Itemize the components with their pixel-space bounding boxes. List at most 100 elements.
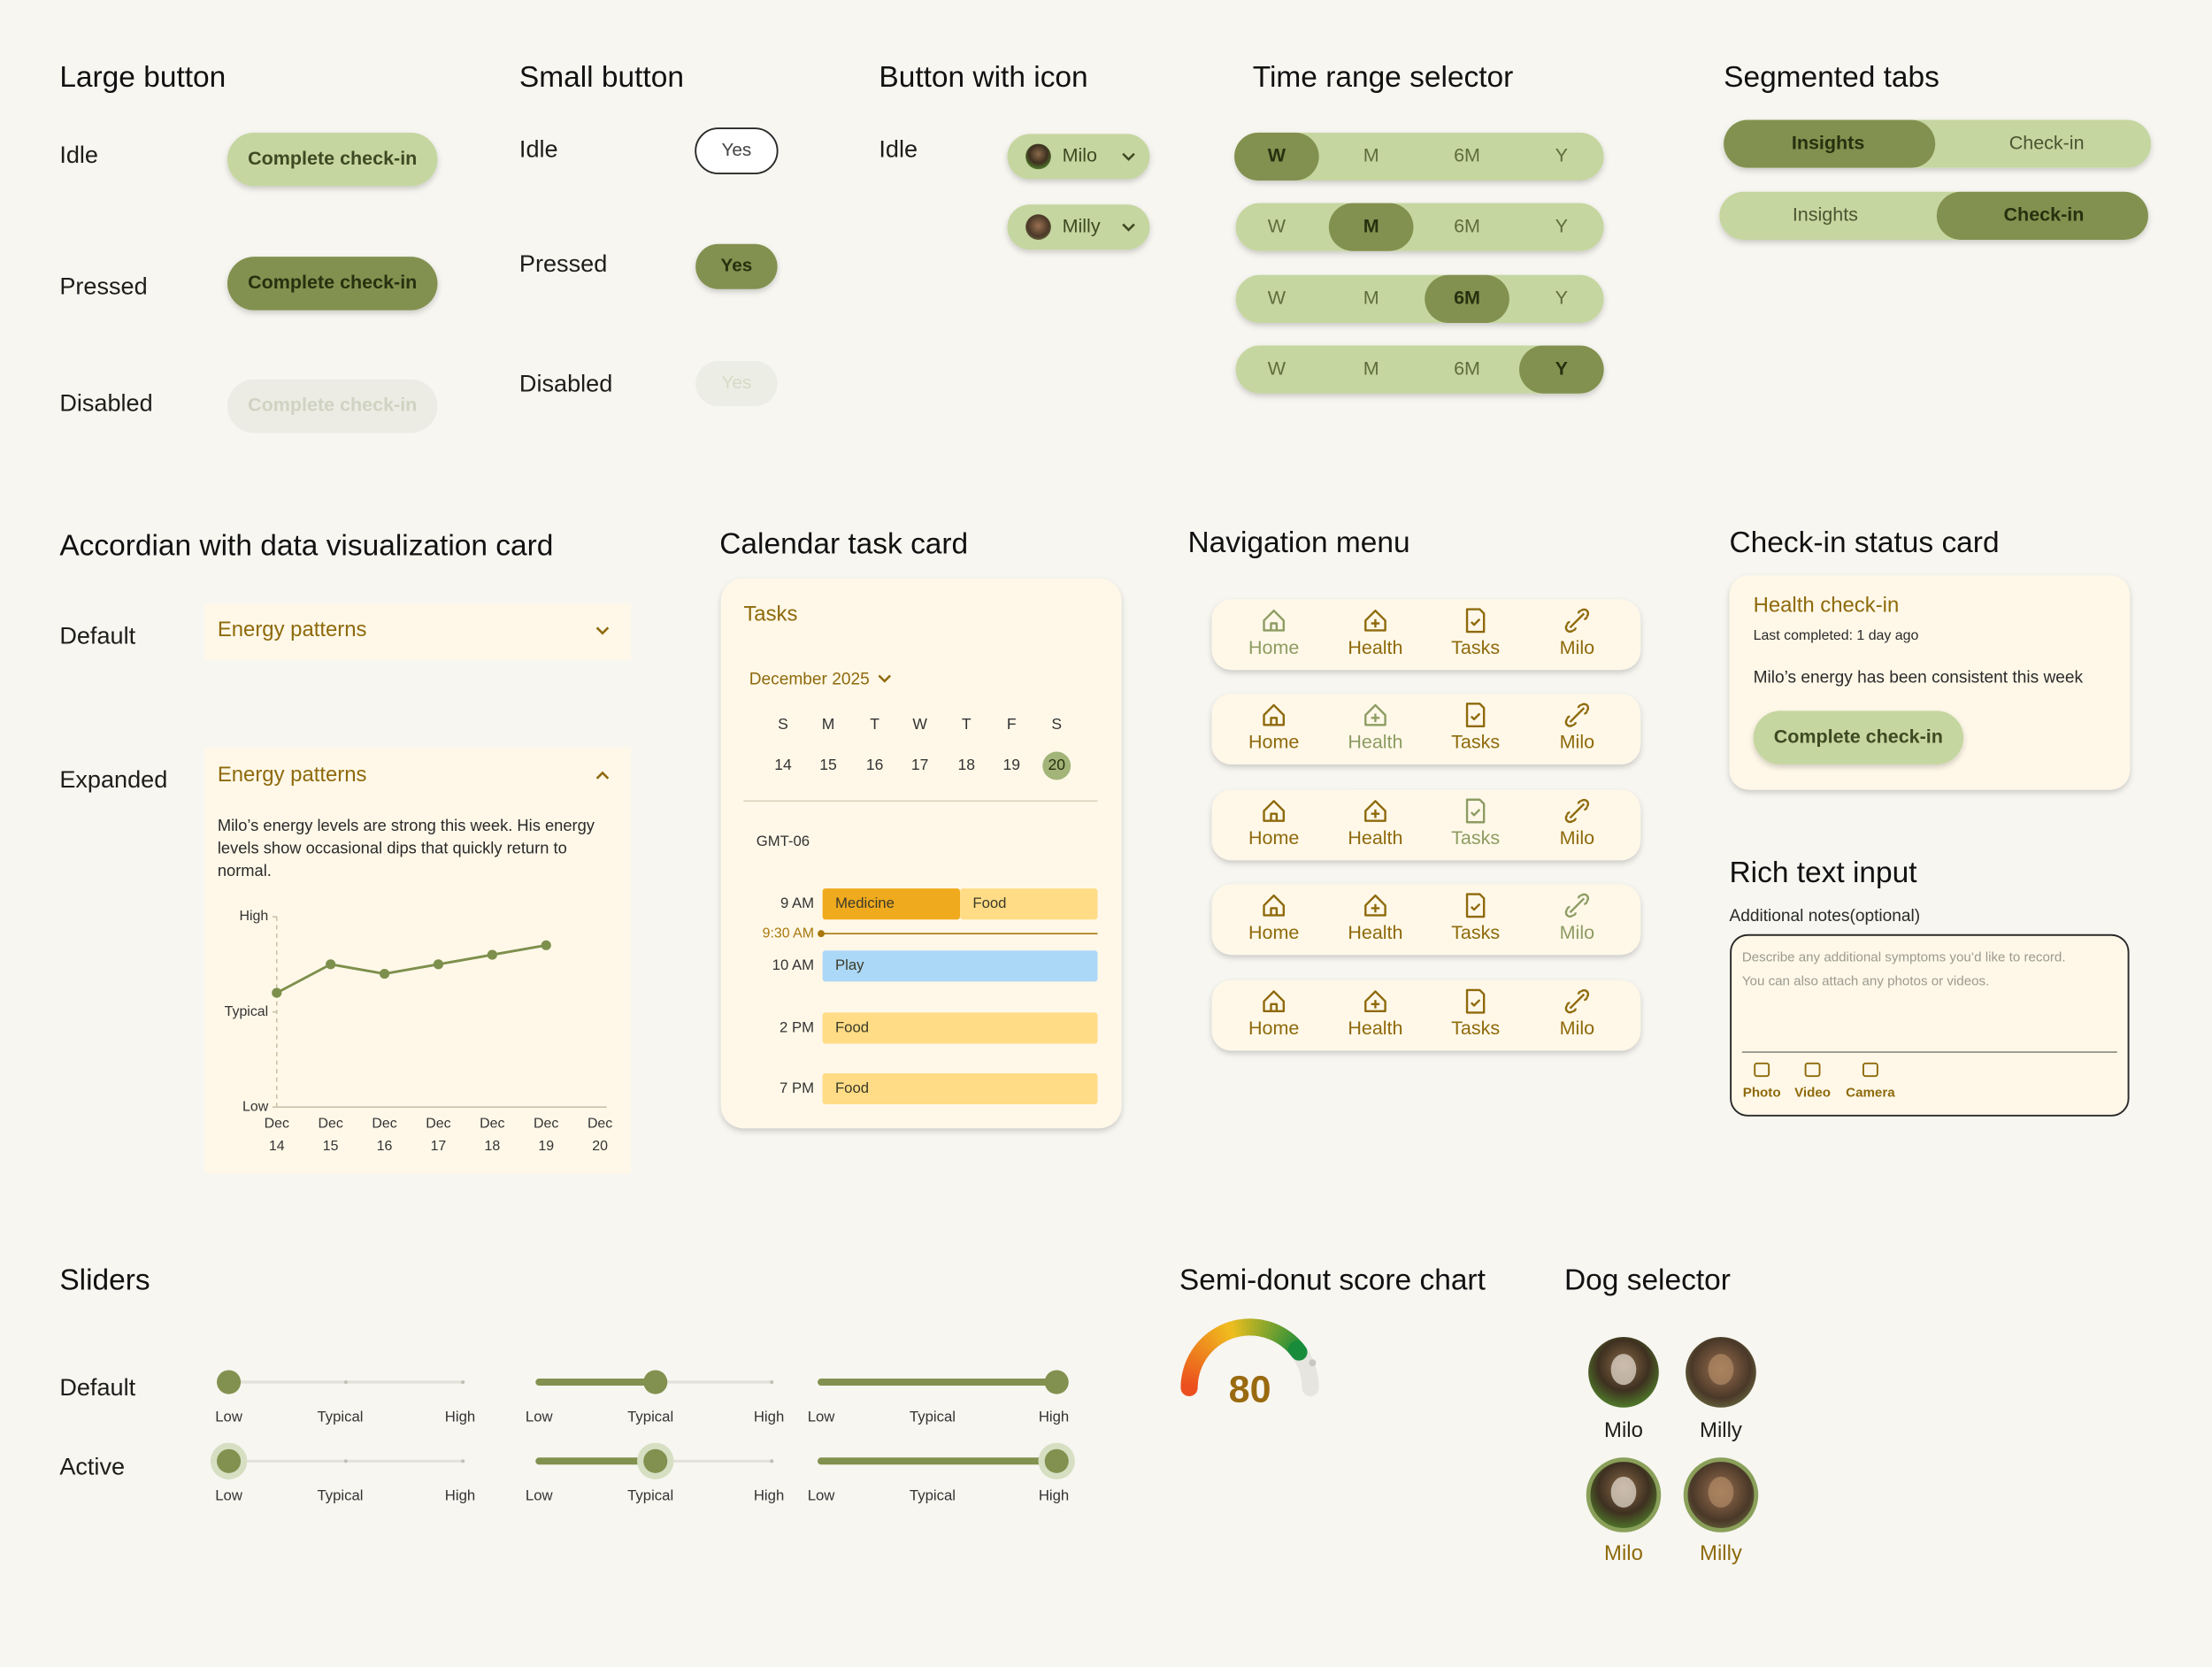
dog-face	[1708, 1354, 1734, 1386]
slider-stop	[343, 1459, 348, 1463]
x-tick-label: 17	[431, 1139, 447, 1154]
input-label: Additional notes(optional)	[1730, 907, 1921, 926]
range-option: M	[1363, 215, 1379, 236]
slider-label: Typical	[317, 1487, 363, 1504]
button-label: Milly	[1063, 215, 1101, 236]
large-button[interactable]	[227, 132, 438, 187]
slider-label: Typical	[627, 1408, 673, 1425]
x-tick-label: Dec	[372, 1117, 396, 1132]
slider-thumb[interactable]	[1044, 1448, 1069, 1473]
small-button[interactable]	[695, 361, 778, 407]
tab-selected[interactable]	[1724, 119, 1936, 168]
day: 17	[911, 756, 928, 773]
gauge-segment	[1209, 1329, 1223, 1346]
day: 15	[819, 756, 836, 773]
nav-label: Health	[1348, 732, 1402, 753]
tab-label: Insights	[1793, 204, 1858, 226]
x-tick-label: Dec	[426, 1117, 450, 1132]
day: 19	[1002, 756, 1019, 773]
slider-thumb[interactable]	[643, 1448, 668, 1473]
button-label: Milo	[1063, 145, 1097, 166]
task-bar[interactable]	[960, 888, 1098, 920]
slider-thumb[interactable]	[643, 1370, 668, 1394]
gauge-segment	[1274, 1326, 1288, 1344]
gauge-segment	[1256, 1318, 1263, 1337]
placeholder: You can also attach any photos or videos…	[1742, 973, 1989, 988]
nav-label: Health	[1348, 1018, 1402, 1039]
subtitle: Last completed: 1 day ago	[1754, 628, 1919, 643]
slot-time: 10 AM	[772, 956, 814, 973]
button-label: Complete check-in	[248, 395, 417, 416]
message: Milo’s energy has been consistent this w…	[1754, 669, 2084, 688]
icon-path	[1470, 712, 1481, 721]
weekday: W	[912, 715, 927, 733]
weekday: F	[1007, 715, 1017, 733]
attach-label: Camera	[1846, 1085, 1895, 1100]
slider-thumb[interactable]	[217, 1370, 242, 1394]
slot-time: 2 PM	[780, 1018, 814, 1035]
description: levels show occasional dips that quickly…	[218, 838, 567, 857]
slider-stop	[770, 1379, 774, 1385]
small-button[interactable]	[695, 127, 779, 175]
dog-face	[1610, 1476, 1637, 1508]
large-button[interactable]	[1753, 711, 1964, 764]
icon-path	[1364, 990, 1386, 1013]
section-title: Small button	[519, 61, 684, 94]
icon-path	[1364, 703, 1386, 726]
gauge-segment	[1182, 1365, 1201, 1375]
gauge-segment	[1194, 1343, 1210, 1357]
large-button[interactable]	[227, 257, 438, 311]
gauge-segment	[1185, 1357, 1203, 1369]
icon-path	[1564, 989, 1590, 1014]
nav-card	[1211, 694, 1641, 764]
range-selected[interactable]	[1519, 345, 1604, 394]
slider-label: High	[445, 1408, 475, 1425]
task-bar[interactable]	[822, 1012, 1098, 1044]
small-button[interactable]	[695, 243, 778, 289]
icon-path	[1371, 809, 1380, 818]
nav-label: Milo	[1560, 922, 1594, 943]
task-bar[interactable]	[822, 1072, 1098, 1105]
icon-path	[1564, 893, 1590, 918]
gauge-segment	[1263, 1320, 1272, 1339]
nav-card	[1211, 789, 1641, 861]
gauge-segment	[1216, 1325, 1229, 1342]
range-option: M	[1363, 145, 1379, 166]
section-title: Semi-donut score chart	[1179, 1264, 1486, 1297]
nav-label: Home	[1248, 637, 1299, 658]
dog-name: Milly	[1700, 1418, 1742, 1442]
slider-label: High	[445, 1487, 475, 1504]
range-selected[interactable]	[1328, 203, 1414, 251]
selected-day[interactable]	[1042, 751, 1071, 780]
chevron	[1122, 152, 1135, 161]
gauge-segment	[1228, 1320, 1238, 1339]
task-name: Medicine	[835, 895, 895, 911]
slider-thumb[interactable]	[217, 1448, 242, 1473]
range-selected[interactable]	[1234, 132, 1319, 181]
nav-label: Health	[1348, 922, 1402, 943]
nav-label: Tasks	[1451, 1018, 1500, 1039]
tab-label: Insights	[1792, 132, 1864, 153]
nav-label: Home	[1248, 732, 1299, 753]
gauge-segment	[1181, 1374, 1199, 1382]
data-point	[272, 987, 282, 998]
icon-path	[1465, 608, 1486, 634]
x-tick-label: Dec	[588, 1117, 612, 1132]
nav-label: Home	[1248, 827, 1299, 849]
range-track	[1235, 345, 1604, 394]
section-title: Large button	[59, 61, 226, 94]
slider-thumb[interactable]	[1044, 1370, 1069, 1394]
range-selected[interactable]	[1425, 274, 1509, 324]
gauge-segment	[1265, 1322, 1277, 1340]
attach-label: Video	[1794, 1085, 1831, 1100]
accordion-header: Energy patterns	[218, 763, 367, 787]
x-tick-label: 16	[377, 1139, 393, 1154]
tab-selected[interactable]	[1936, 191, 2148, 240]
accordion-card	[204, 747, 631, 1174]
task-bar[interactable]	[822, 950, 1098, 982]
range-option: 6M	[1454, 145, 1480, 166]
x-tick-label: Dec	[319, 1117, 343, 1132]
text-area[interactable]	[1730, 933, 2130, 1117]
large-button[interactable]	[227, 379, 438, 434]
task-bar[interactable]	[822, 888, 961, 920]
